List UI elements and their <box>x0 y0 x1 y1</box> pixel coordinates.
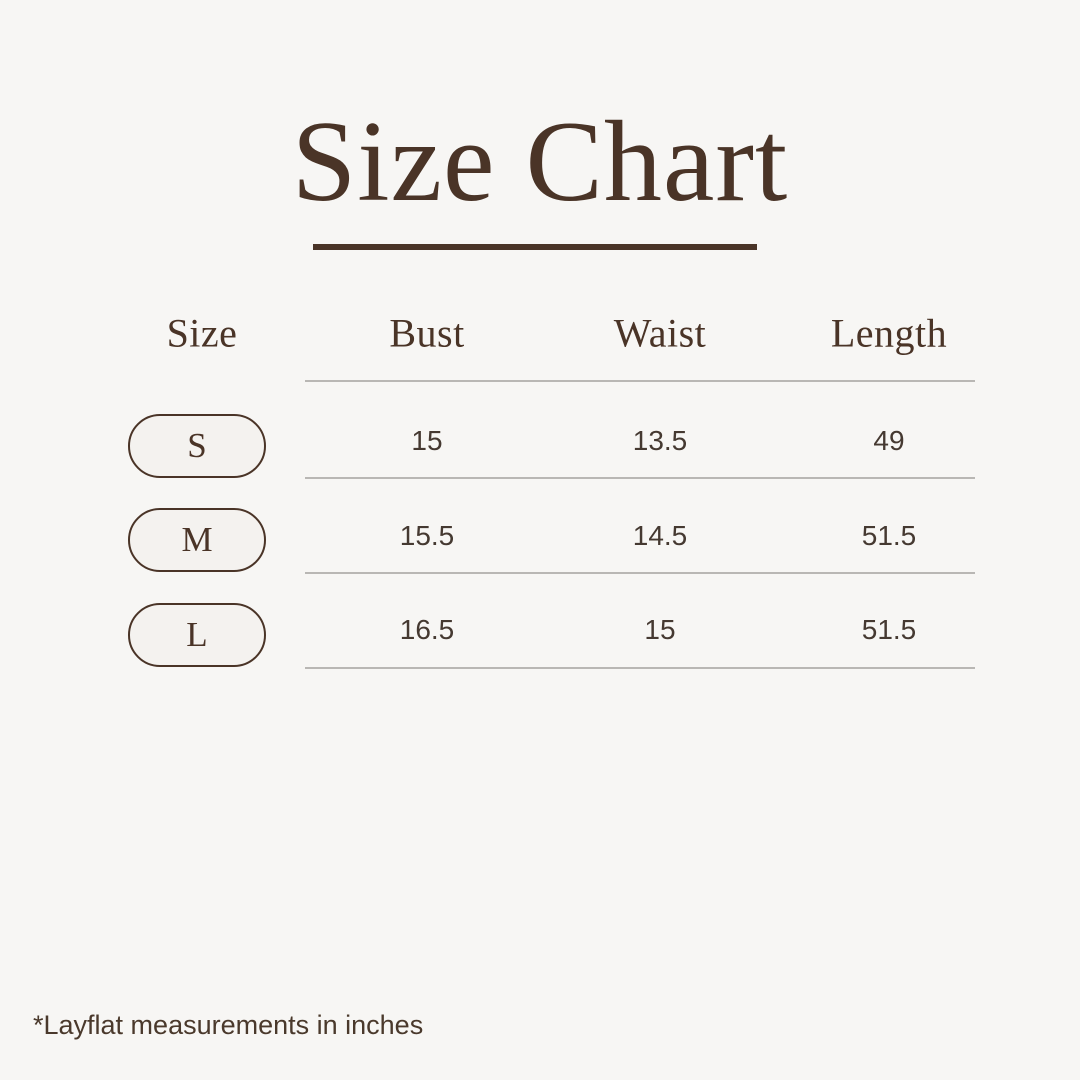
size-badge-s-label: S <box>187 426 207 465</box>
cell-m-bust: 15.5 <box>399 520 455 551</box>
cell-s-waist: 13.5 <box>632 425 688 456</box>
column-header-length: Length <box>830 310 948 356</box>
cell-l-length: 51.5 <box>861 614 917 645</box>
size-badge-m-label: M <box>181 520 213 559</box>
footnote: *Layflat measurements in inches <box>33 1010 424 1040</box>
cell-l-waist: 15 <box>644 614 676 645</box>
row-divider <box>305 572 975 574</box>
column-header-size: Size <box>166 310 238 356</box>
cell-s-bust: 15 <box>411 425 443 456</box>
size-badge-l: L <box>128 603 266 667</box>
cell-l-bust: 16.5 <box>399 614 455 645</box>
row-divider <box>305 380 975 382</box>
cell-m-waist: 14.5 <box>632 520 688 551</box>
page-title: Size Chart <box>291 98 789 226</box>
column-header-waist: Waist <box>613 310 707 356</box>
row-divider <box>305 667 975 669</box>
title-underline <box>313 244 757 250</box>
cell-s-length: 49 <box>873 425 905 456</box>
size-badge-s: S <box>128 414 266 478</box>
size-badge-l-label: L <box>186 615 208 654</box>
column-header-bust: Bust <box>389 310 465 356</box>
size-badge-m: M <box>128 508 266 572</box>
row-divider <box>305 477 975 479</box>
cell-m-length: 51.5 <box>861 520 917 551</box>
